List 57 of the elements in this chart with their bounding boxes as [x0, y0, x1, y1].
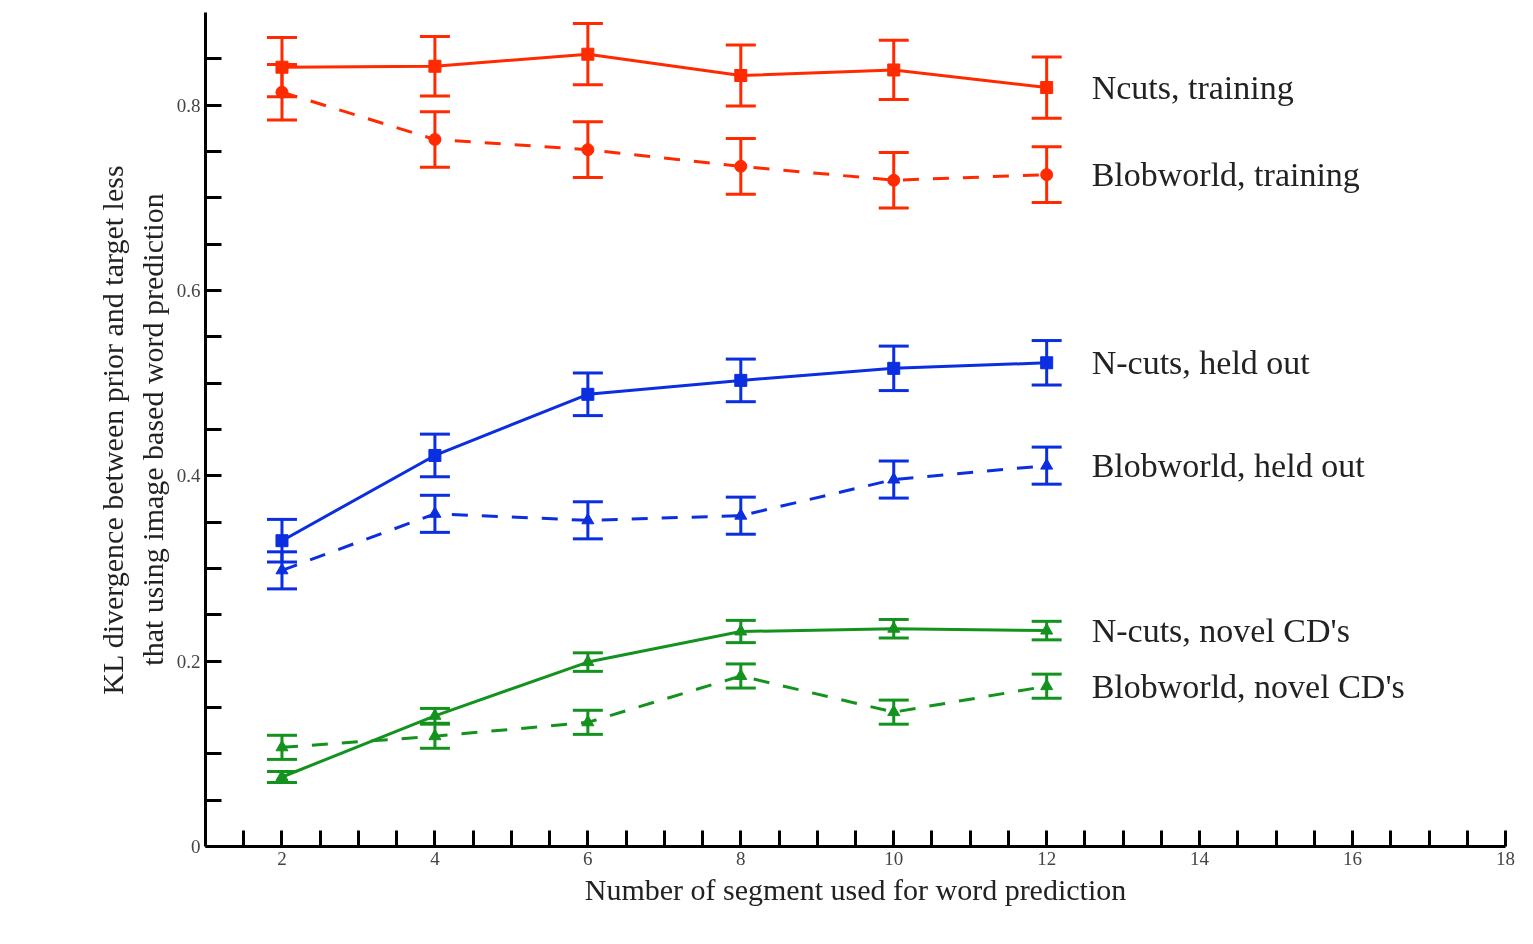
point — [887, 361, 901, 375]
point — [734, 373, 748, 387]
point — [581, 47, 595, 61]
point — [734, 508, 748, 520]
series-label: N-cuts, novel CD's — [1091, 612, 1350, 650]
y-tick-label: 0.2 — [176, 650, 201, 672]
series-label: Blobworld, training — [1091, 156, 1360, 194]
series-label: Blobworld, novel CD's — [1091, 667, 1405, 705]
point — [1040, 356, 1054, 370]
y-tick-label: 0.8 — [176, 94, 201, 116]
point — [428, 506, 442, 518]
point — [1040, 458, 1054, 470]
x-tick-label: 16 — [1343, 847, 1363, 869]
point — [887, 472, 901, 484]
point — [734, 668, 748, 680]
x-tick-label: 6 — [583, 847, 593, 869]
x-axis-title: Number of segment used for word prediction — [584, 872, 1127, 906]
point — [275, 534, 289, 548]
point — [1040, 678, 1054, 691]
point — [428, 448, 442, 462]
point — [581, 714, 595, 727]
point — [275, 739, 289, 752]
series-label: Blobworld, held out — [1091, 447, 1366, 485]
point — [734, 159, 748, 173]
y-tick-label: 0.4 — [176, 465, 201, 487]
point — [887, 704, 901, 717]
point — [428, 132, 442, 146]
point — [581, 512, 595, 525]
point — [581, 654, 595, 667]
point — [887, 63, 901, 77]
series-label: Ncuts, training — [1091, 69, 1294, 107]
y-tick-label: 0 — [191, 836, 201, 857]
point — [581, 143, 595, 157]
point — [428, 708, 442, 720]
point — [581, 387, 595, 401]
y-tick-label: 0.6 — [176, 280, 201, 301]
point — [275, 562, 289, 575]
x-tick-label: 4 — [430, 847, 441, 869]
point — [1040, 81, 1054, 95]
x-tick-label: 10 — [884, 847, 904, 869]
x-tick-label: 2 — [277, 847, 287, 869]
point — [275, 85, 289, 99]
point — [734, 69, 748, 83]
point — [275, 60, 289, 74]
x-tick-label: 14 — [1190, 847, 1210, 869]
point — [1040, 623, 1054, 635]
x-tick-label: 18 — [1496, 847, 1515, 869]
point — [428, 59, 442, 73]
point — [887, 621, 901, 633]
series-label: N-cuts, held out — [1091, 344, 1311, 382]
x-tick-label: 8 — [736, 847, 746, 869]
point — [887, 173, 901, 187]
point — [428, 728, 442, 741]
point — [1040, 168, 1054, 182]
point — [734, 624, 748, 636]
y-axis-title: KL divergence between prior and target less that using image based word prediction — [96, 165, 169, 695]
x-tick-label: 12 — [1037, 847, 1057, 869]
